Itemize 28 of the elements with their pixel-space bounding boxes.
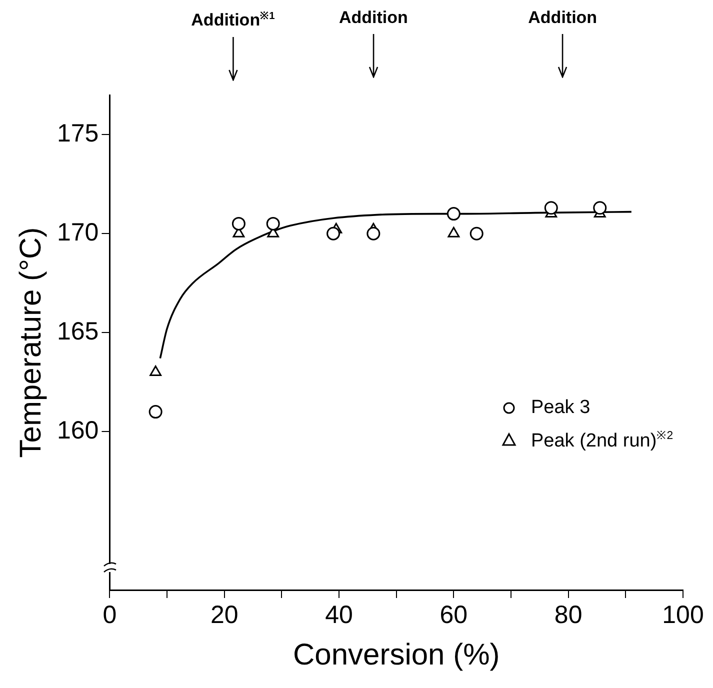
text: Addition$^{※1}$ bbox=[191, 10, 275, 31]
x-tick-label: 0 bbox=[102, 600, 117, 629]
x-tick-label: 60 bbox=[440, 600, 468, 629]
point bbox=[366, 226, 380, 240]
x-tick-label: 80 bbox=[554, 600, 582, 629]
point bbox=[446, 207, 460, 221]
y-axis-title: Temperature (°C) bbox=[14, 227, 48, 458]
point bbox=[150, 365, 162, 376]
point bbox=[266, 216, 280, 230]
text: Addition bbox=[528, 8, 598, 28]
point bbox=[232, 216, 246, 230]
legend-label: Peak 3 bbox=[531, 397, 590, 419]
y-tick-label: 165 bbox=[56, 317, 99, 346]
x-tick-label: 20 bbox=[210, 600, 238, 629]
point bbox=[326, 226, 340, 240]
point bbox=[593, 201, 607, 215]
y-tick-label: 175 bbox=[56, 119, 99, 148]
x-tick-label: 40 bbox=[325, 600, 353, 629]
text: Addition bbox=[338, 8, 408, 28]
point bbox=[544, 201, 558, 215]
point bbox=[148, 405, 162, 419]
y-tick-label: 160 bbox=[56, 416, 99, 444]
x-axis-title: Conversion (%) bbox=[292, 638, 500, 672]
point bbox=[448, 226, 460, 238]
y-tick-label: 170 bbox=[56, 218, 99, 246]
legend-label: Peak (2nd run)$^{※2}$ bbox=[531, 429, 674, 452]
x-tick-label: 100 bbox=[662, 600, 704, 629]
point bbox=[470, 226, 484, 240]
